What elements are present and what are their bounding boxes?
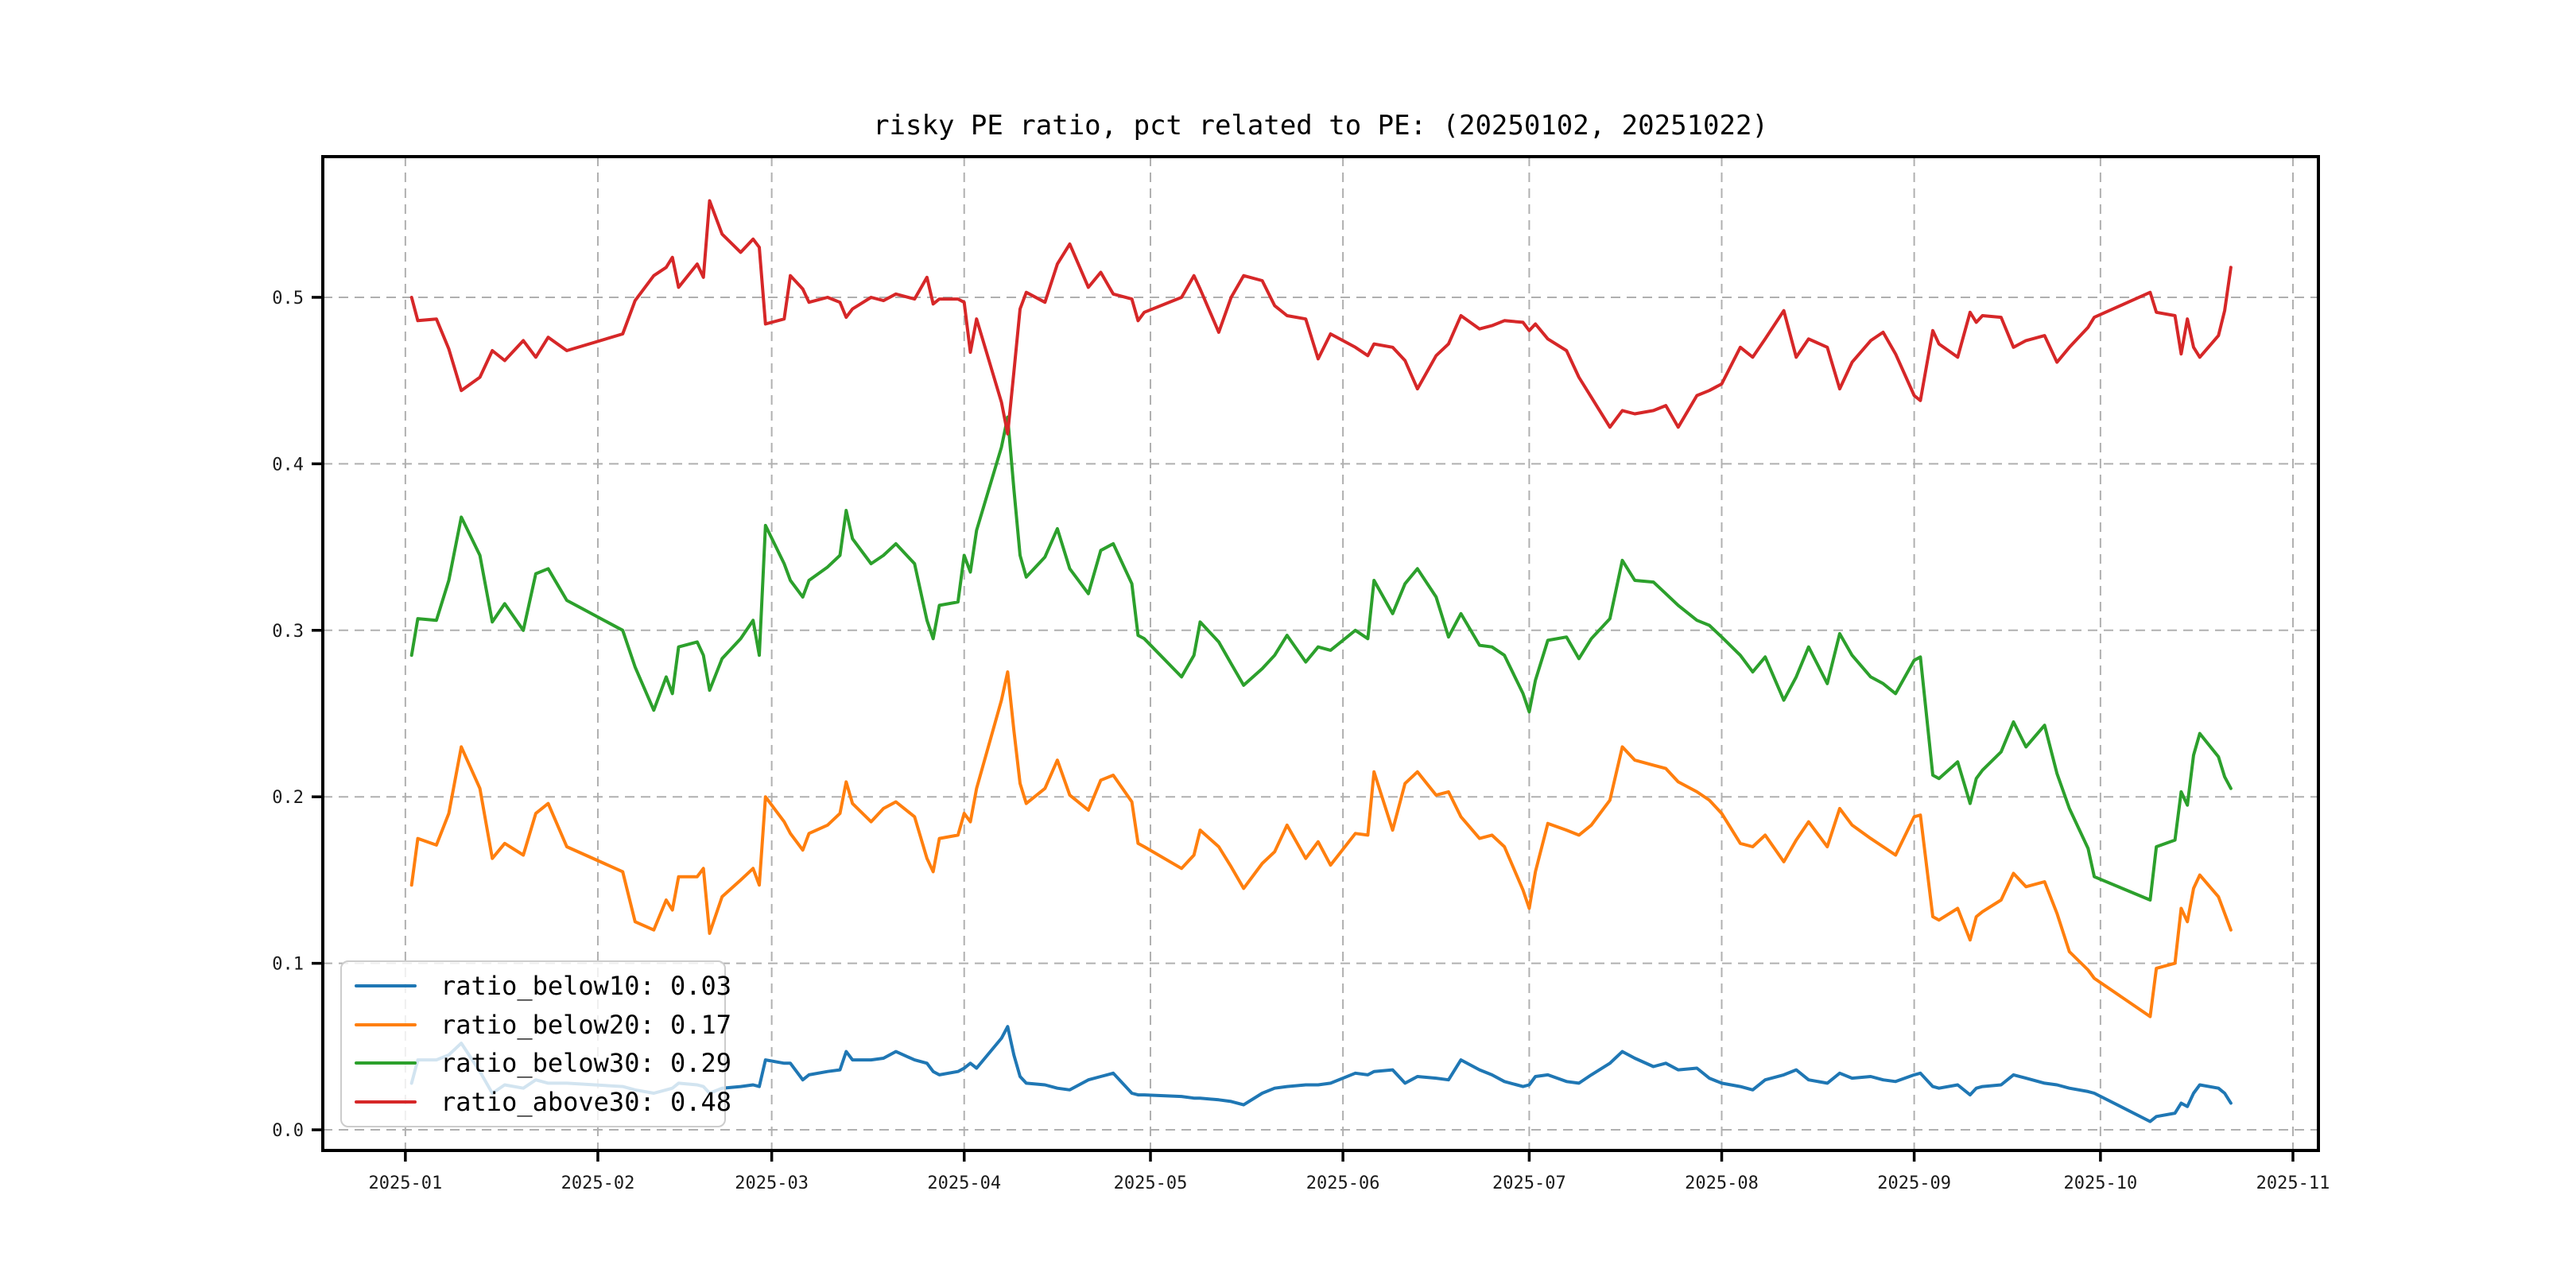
legend-item-ratio-below20: ratio_below20: 0.17 <box>355 1010 731 1040</box>
legend-line-swatch <box>355 1100 417 1104</box>
axes-frame <box>321 155 2320 1152</box>
x-tick-label: 2025-03 <box>735 1174 809 1193</box>
series-line-ratio_below20 <box>409 670 2233 1018</box>
x-tick-label: 2025-05 <box>1114 1174 1188 1193</box>
x-tick-label: 2025-09 <box>1877 1174 1951 1193</box>
x-tick-label: 2025-04 <box>927 1174 1001 1193</box>
legend-line-swatch <box>355 984 417 988</box>
legend-label: ratio_below10: 0.03 <box>440 971 732 1002</box>
x-tick-label: 2025-02 <box>561 1174 635 1193</box>
x-tick-label: 2025-08 <box>1685 1174 1759 1193</box>
legend-item-ratio-above30: ratio_above30: 0.48 <box>355 1087 731 1117</box>
y-tick-label: 0.1 <box>272 955 304 975</box>
y-tick-label: 0.2 <box>272 788 304 808</box>
y-tick-label: 0.0 <box>272 1121 304 1141</box>
y-tick-label: 0.3 <box>272 622 304 642</box>
legend-item-ratio-below10: ratio_below10: 0.03 <box>355 971 731 1001</box>
legend-line-swatch <box>355 1022 417 1026</box>
series-line-ratio_below10 <box>409 1025 2233 1123</box>
legend-label: ratio_below30: 0.29 <box>440 1048 732 1079</box>
x-tick-label: 2025-07 <box>1492 1174 1566 1193</box>
x-tick-label: 2025-11 <box>2256 1174 2330 1193</box>
series-line-ratio_above30 <box>409 199 2233 436</box>
chart-title: risky PE ratio, pct related to PE: (2025… <box>873 110 1768 142</box>
legend: ratio_below10: 0.03 ratio_below20: 0.17 … <box>340 960 731 1127</box>
series-line-ratio_below30 <box>409 415 2233 902</box>
y-tick-label: 0.4 <box>272 455 304 475</box>
x-tick-label: 2025-10 <box>2064 1174 2138 1193</box>
x-tick-label: 2025-06 <box>1306 1174 1380 1193</box>
legend-label: ratio_below20: 0.17 <box>440 1009 732 1040</box>
y-tick-label: 0.5 <box>272 289 304 308</box>
x-tick-label: 2025-01 <box>369 1174 443 1193</box>
legend-label: ratio_above30: 0.48 <box>440 1086 732 1117</box>
legend-line-swatch <box>355 1061 417 1065</box>
legend-item-ratio-below30: ratio_below30: 0.29 <box>355 1048 731 1078</box>
